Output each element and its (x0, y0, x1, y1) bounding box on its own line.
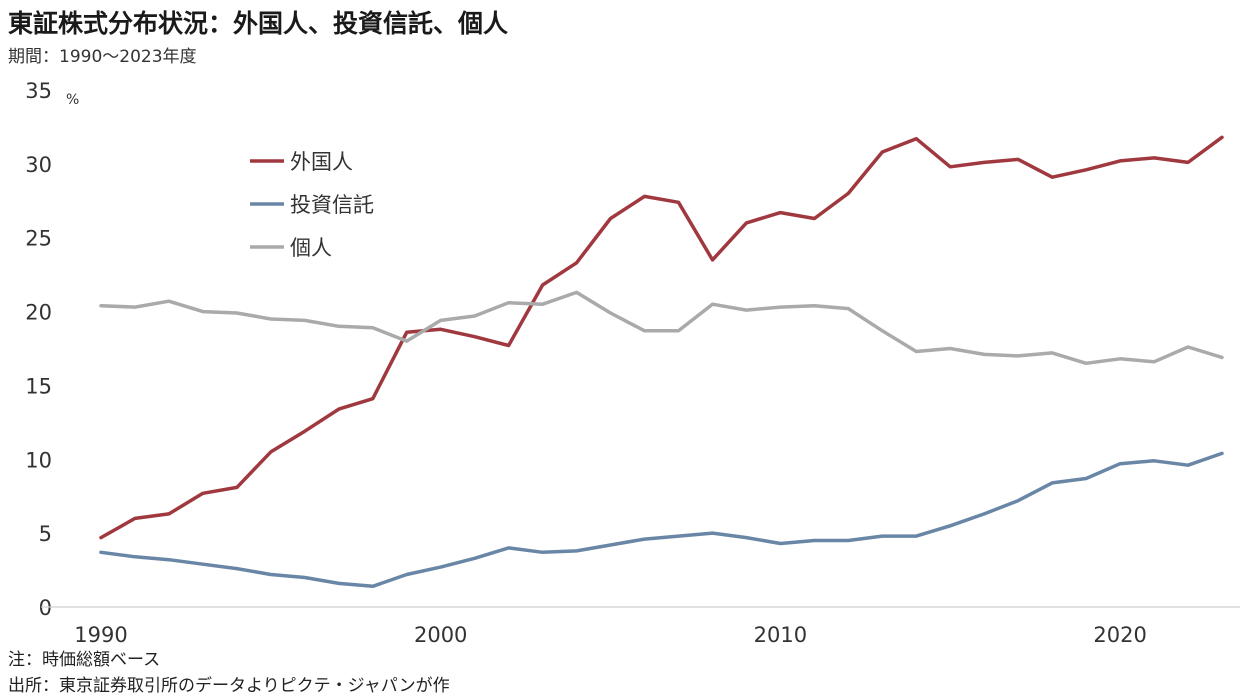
chart-subtitle: 期間：1990～2023年度 (8, 47, 197, 67)
y-tick-label: 15 (25, 374, 52, 398)
x-tick-label: 2020 (1093, 623, 1146, 647)
chart-title: 東証株式分布状況：外国人、投資信託、個人 (8, 9, 509, 38)
footnote: 注：時価総額ベース (8, 650, 161, 670)
x-tick-label: 1990 (74, 623, 127, 647)
x-axis-ticks: 1990 2000 2010 2020 (74, 623, 1147, 647)
source-note: 出所：東京証券取引所のデータよりピクテ・ジャパンが作 (8, 676, 450, 696)
y-tick-label: 0 (39, 596, 52, 620)
y-axis-unit: % (66, 92, 79, 108)
y-axis-ticks: 0 5 10 15 20 25 30 35 (25, 79, 52, 620)
series-lines (99, 135, 1224, 589)
y-tick-label: 30 (25, 153, 52, 177)
legend-label: 外国人 (290, 150, 353, 174)
y-tick-label: 35 (25, 79, 52, 103)
y-tick-label: 10 (25, 448, 52, 472)
y-tick-label: 20 (25, 301, 52, 325)
y-tick-label: 5 (39, 522, 52, 546)
series-line-0 (99, 135, 1224, 540)
series-line-2 (99, 290, 1224, 366)
x-tick-label: 2000 (414, 623, 467, 647)
x-tick-label: 2010 (754, 623, 807, 647)
y-tick-label: 25 (25, 227, 52, 251)
legend-label: 投資信託 (290, 193, 374, 217)
legend-label: 個人 (290, 236, 332, 260)
series-line-1 (99, 451, 1224, 589)
